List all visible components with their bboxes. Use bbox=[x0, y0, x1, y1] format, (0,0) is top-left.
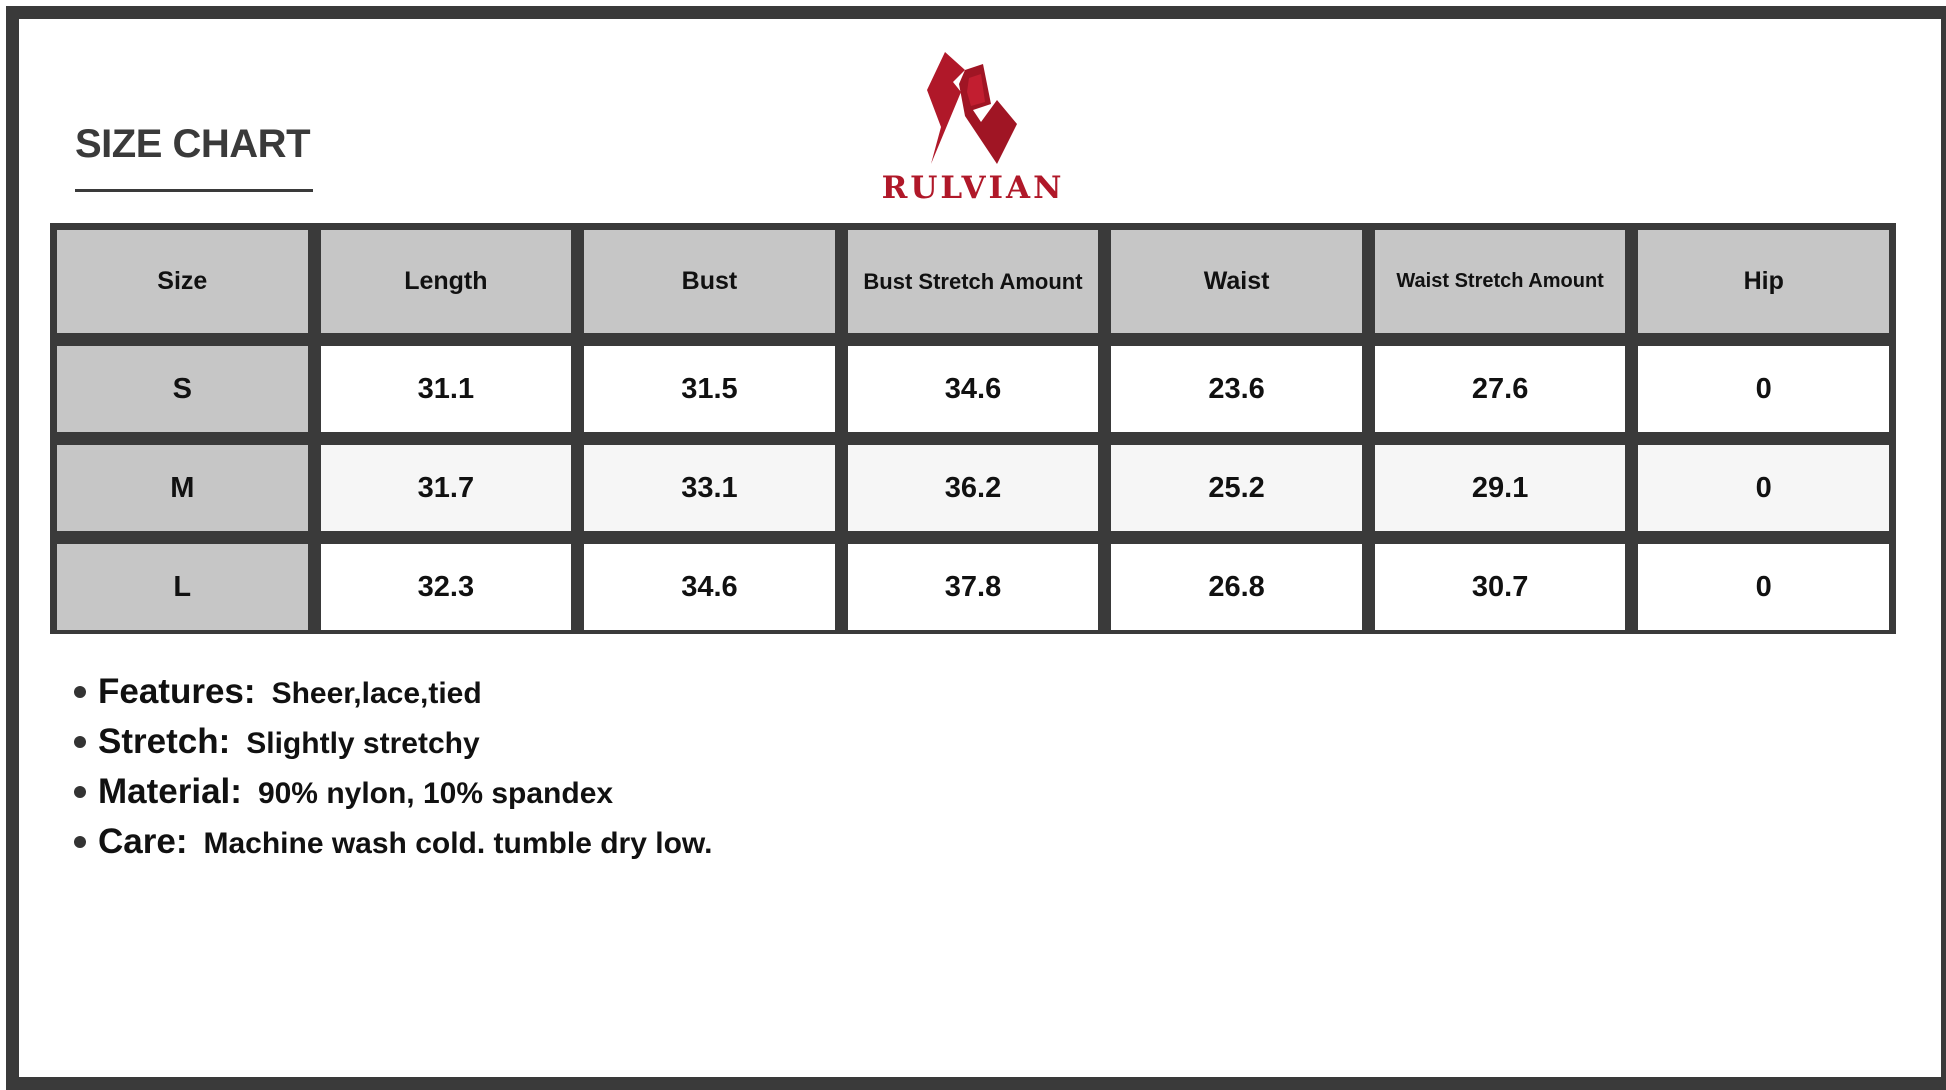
table-cell: 29.1 bbox=[1374, 445, 1626, 531]
table-cell: 33.1 bbox=[584, 445, 835, 531]
detail-value: Machine wash cold. tumble dry low. bbox=[203, 827, 713, 860]
detail-label: Stretch: bbox=[98, 722, 231, 761]
header-bust: Bust bbox=[584, 230, 835, 333]
detail-value: Slightly stretchy bbox=[246, 727, 480, 760]
table-cell: 0 bbox=[1638, 346, 1889, 432]
size-table: Size Length Bust Bust Stretch Amount Wai… bbox=[50, 223, 1896, 634]
table-cell: 23.6 bbox=[1111, 346, 1362, 432]
table-cell: 34.6 bbox=[847, 346, 1099, 432]
brand-logo: RULVIAN bbox=[870, 52, 1076, 207]
bullet-icon bbox=[74, 686, 86, 698]
detail-material: Material: 90% nylon, 10% spandex bbox=[74, 772, 712, 822]
detail-label: Features: bbox=[98, 672, 256, 711]
header-hip: Hip bbox=[1638, 230, 1889, 333]
table-cell: 36.2 bbox=[847, 445, 1099, 531]
detail-features: Features: Sheer,lace,tied bbox=[74, 672, 712, 722]
product-details: Features: Sheer,lace,tied Stretch: Sligh… bbox=[74, 672, 712, 872]
bullet-icon bbox=[74, 836, 86, 848]
table-cell: 37.8 bbox=[847, 544, 1099, 630]
bullet-icon bbox=[74, 786, 86, 798]
title-underline bbox=[75, 189, 313, 192]
header-waist-stretch: Waist Stretch Amount bbox=[1374, 230, 1626, 333]
size-cell: L bbox=[57, 544, 308, 630]
brand-name: RULVIAN bbox=[881, 170, 1065, 206]
table-cell: 31.5 bbox=[584, 346, 835, 432]
header-size: Size bbox=[57, 230, 308, 333]
detail-label: Care: bbox=[98, 822, 188, 861]
detail-value: 90% nylon, 10% spandex bbox=[257, 777, 614, 810]
size-cell: M bbox=[57, 445, 308, 531]
table-cell: 32.3 bbox=[320, 544, 572, 630]
table-cell: 25.2 bbox=[1111, 445, 1362, 531]
table-cell: 0 bbox=[1638, 544, 1889, 630]
detail-stretch: Stretch: Slightly stretchy bbox=[74, 722, 712, 772]
detail-value: Sheer,lace,tied bbox=[271, 677, 482, 710]
page-title: SIZE CHART bbox=[75, 122, 311, 166]
header-waist: Waist bbox=[1111, 230, 1362, 333]
detail-care: Care: Machine wash cold. tumble dry low. bbox=[74, 822, 712, 872]
detail-label: Material: bbox=[98, 772, 242, 811]
table-cell: 31.7 bbox=[320, 445, 572, 531]
table-cell: 0 bbox=[1638, 445, 1889, 531]
size-cell: S bbox=[57, 346, 308, 432]
table-cell: 26.8 bbox=[1111, 544, 1362, 630]
header-bust-stretch: Bust Stretch Amount bbox=[847, 230, 1099, 333]
table-cell: 34.6 bbox=[584, 544, 835, 630]
header-length: Length bbox=[320, 230, 572, 333]
bullet-icon bbox=[74, 736, 86, 748]
table-cell: 31.1 bbox=[320, 346, 572, 432]
table-cell: 27.6 bbox=[1374, 346, 1626, 432]
table-cell: 30.7 bbox=[1374, 544, 1626, 630]
brand-r-logo-icon bbox=[927, 52, 1017, 164]
